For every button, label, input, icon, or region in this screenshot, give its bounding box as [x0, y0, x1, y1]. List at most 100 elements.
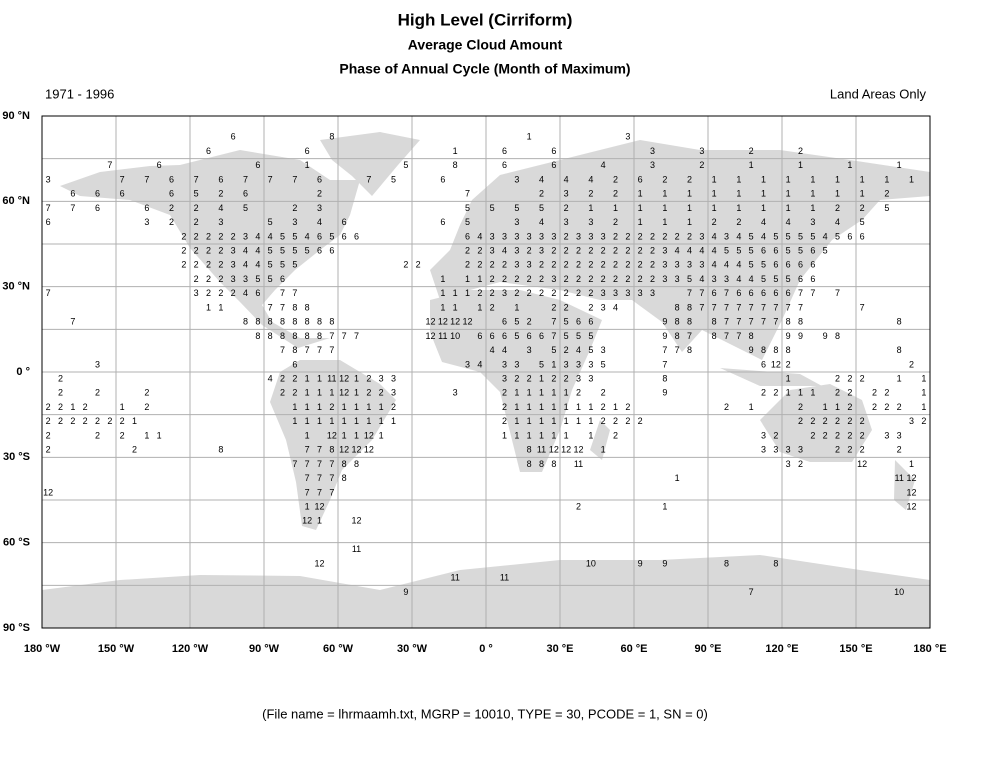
cell-value: 5: [786, 245, 791, 255]
cell-value: 7: [551, 331, 556, 341]
y-tick-label: 90 °S: [3, 622, 30, 634]
cell-value: 3: [613, 288, 618, 298]
cell-value: 6: [477, 331, 482, 341]
cell-value: 3: [490, 231, 495, 241]
cell-value: 4: [477, 359, 482, 369]
cell-value: 1: [465, 288, 470, 298]
cell-value: 2: [194, 217, 199, 227]
cell-value: 7: [329, 331, 334, 341]
cell-value: 4: [317, 217, 322, 227]
cell-value: 2: [194, 260, 199, 270]
cell-value: 5: [514, 203, 519, 213]
title: High Level (Cirriform): [398, 10, 573, 29]
cell-value: 3: [712, 274, 717, 284]
cell-value: 6: [786, 288, 791, 298]
cell-value: 8: [675, 317, 680, 327]
cell-value: 2: [539, 288, 544, 298]
cell-value: 8: [218, 445, 223, 455]
cell-value: 1: [366, 402, 371, 412]
cell-value: 12: [339, 388, 349, 398]
cell-value: 6: [551, 146, 556, 156]
y-tick-label: 90 °N: [2, 110, 30, 122]
cell-value: 2: [699, 160, 704, 170]
cell-value: 12: [425, 317, 435, 327]
cell-value: 2: [132, 445, 137, 455]
cell-value: 9: [786, 331, 791, 341]
cell-value: 6: [46, 217, 51, 227]
y-tick-label: 30 °S: [3, 451, 30, 463]
cell-value: 1: [687, 217, 692, 227]
cell-value: 2: [847, 445, 852, 455]
cell-value: 2: [465, 245, 470, 255]
cell-value: 1: [317, 416, 322, 426]
cell-value: 2: [860, 430, 865, 440]
cell-value: 4: [255, 231, 260, 241]
cell-value: 12: [549, 445, 559, 455]
cell-value: 1: [786, 373, 791, 383]
cell-value: 2: [490, 260, 495, 270]
cell-value: 2: [551, 245, 556, 255]
cell-value: 5: [749, 260, 754, 270]
cell-value: 6: [502, 146, 507, 156]
cell-value: 1: [453, 146, 458, 156]
cell-value: 5: [761, 274, 766, 284]
cell-value: 7: [761, 317, 766, 327]
cell-value: 1: [465, 274, 470, 284]
cell-value: 7: [144, 174, 149, 184]
cell-value: 5: [736, 245, 741, 255]
cell-value: 5: [268, 217, 273, 227]
cell-value: 1: [539, 430, 544, 440]
cell-value: 1: [539, 402, 544, 412]
cell-value: 1: [786, 388, 791, 398]
cell-value: 2: [761, 388, 766, 398]
cell-value: 1: [551, 359, 556, 369]
cell-value: 1: [305, 402, 310, 412]
cell-value: 12: [462, 317, 472, 327]
cell-value: 2: [860, 373, 865, 383]
africa: [430, 290, 602, 472]
cell-value: 2: [625, 416, 630, 426]
cell-value: 3: [564, 359, 569, 369]
cell-value: 2: [231, 288, 236, 298]
cell-value: 1: [564, 402, 569, 412]
cell-value: 2: [144, 402, 149, 412]
cell-value: 1: [144, 430, 149, 440]
cell-value: 1: [305, 430, 310, 440]
x-tick-label: 30 °E: [546, 643, 573, 655]
cell-value: 2: [527, 373, 532, 383]
cell-value: 2: [601, 402, 606, 412]
cell-value: 2: [576, 288, 581, 298]
cell-value: 3: [539, 245, 544, 255]
cell-value: 5: [292, 260, 297, 270]
cell-value: 4: [786, 217, 791, 227]
cell-value: 2: [514, 373, 519, 383]
cell-value: 1: [354, 430, 359, 440]
cell-value: 2: [897, 445, 902, 455]
cell-value: 2: [588, 245, 593, 255]
cell-value: 2: [490, 288, 495, 298]
cell-value: 6: [329, 245, 334, 255]
cell-value: 7: [329, 473, 334, 483]
cell-value: 7: [749, 317, 754, 327]
cell-value: 1: [305, 388, 310, 398]
cell-value: 8: [662, 373, 667, 383]
cell-value: 2: [58, 416, 63, 426]
cell-value: 2: [786, 359, 791, 369]
cell-value: 2: [909, 359, 914, 369]
cell-value: 5: [514, 331, 519, 341]
cell-value: 8: [305, 302, 310, 312]
cell-value: 4: [576, 345, 581, 355]
cell-value: 3: [502, 359, 507, 369]
cell-value: 1: [736, 203, 741, 213]
cell-value: 5: [280, 260, 285, 270]
cell-value: 6: [95, 189, 100, 199]
cell-value: 2: [884, 402, 889, 412]
cell-value: 7: [724, 302, 729, 312]
cell-value: 1: [551, 416, 556, 426]
cell-value: 5: [280, 231, 285, 241]
cell-value: 8: [773, 345, 778, 355]
cell-value: 6: [786, 260, 791, 270]
south-america: [270, 360, 396, 530]
cell-value: 4: [218, 203, 223, 213]
cell-value: 6: [280, 274, 285, 284]
